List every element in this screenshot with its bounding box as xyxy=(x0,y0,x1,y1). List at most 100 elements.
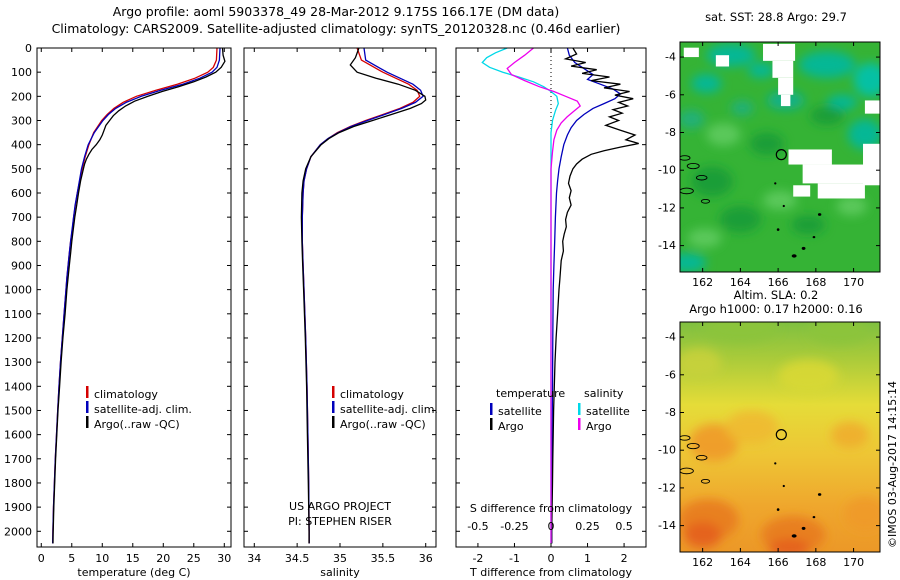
lat-tick-label: -14 xyxy=(658,519,676,532)
depth-tick-label: 800 xyxy=(11,235,32,248)
panel-annotation: PI: STEPHEN RISER xyxy=(288,515,392,528)
x-tick-label: 34 xyxy=(247,552,261,565)
legend-swatch xyxy=(332,416,335,428)
x-tick-label: 25 xyxy=(187,552,201,565)
map-color-blobs xyxy=(680,322,880,552)
legend-label: climatology xyxy=(94,388,158,401)
x-tick-label: 1 xyxy=(584,552,591,565)
legend-swatch xyxy=(332,386,335,398)
depth-tick-label: 1200 xyxy=(4,332,32,345)
salinity-profile-chart: 34 34.5 35 35.5 36 climatology satellite-adj. … xyxy=(243,47,438,579)
legend-swatch xyxy=(490,403,493,415)
depth-tick-label: 1700 xyxy=(4,453,32,466)
series-s-satellite xyxy=(481,48,559,544)
lat-tick-label: -10 xyxy=(658,444,676,457)
depth-tick-label: 200 xyxy=(11,90,32,103)
lon-tick-label: 164 xyxy=(730,276,751,289)
series-t-satellite xyxy=(551,48,622,544)
legend-swatch xyxy=(578,403,581,415)
depth-tick-label: 500 xyxy=(11,163,32,176)
depth-tick-label: 1400 xyxy=(4,380,32,393)
lon-tick-label: 168 xyxy=(805,276,826,289)
legend-group-header: temperature xyxy=(496,387,565,400)
s-diff-tick-label: -0.5 xyxy=(467,520,488,533)
depth-tick-label: 700 xyxy=(11,211,32,224)
legend-swatch xyxy=(86,416,89,428)
sla-map-title-line2: Argo h1000: 0.17 h2000: 0.16 xyxy=(689,302,863,316)
lon-tick-label: 162 xyxy=(692,276,713,289)
x-tick-label: -2 xyxy=(472,552,483,565)
series-argo xyxy=(300,48,427,544)
x-tick-label: 30 xyxy=(217,552,231,565)
x-axis-label: temperature (deg C) xyxy=(77,566,190,579)
depth-tick-label: 1500 xyxy=(4,404,32,417)
legend-label: Argo(..raw -QC) xyxy=(340,418,426,431)
float-position-marker xyxy=(775,429,787,441)
lon-tick-label: 162 xyxy=(692,556,713,569)
x-axis-label: T difference from climatology xyxy=(469,566,632,579)
x-tick-label: 36 xyxy=(419,552,433,565)
sst-map-axes xyxy=(679,41,881,273)
series-satellite-adjusted xyxy=(52,48,221,544)
panel-annotation: US ARGO PROJECT xyxy=(289,500,391,513)
x-tick-label: 15 xyxy=(126,552,140,565)
lat-tick-label: -12 xyxy=(658,481,676,494)
legend-swatch xyxy=(86,386,89,398)
x-tick-label: 0 xyxy=(38,552,45,565)
figure-title-line2: Climatology: CARS2009. Satellite-adjuste… xyxy=(51,21,621,36)
depth-tick-label: 0 xyxy=(25,42,32,55)
lon-tick-label: 166 xyxy=(768,556,789,569)
depth-tick-label: 1800 xyxy=(4,477,32,490)
lat-tick-label: -8 xyxy=(665,406,676,419)
series-climatology xyxy=(52,48,218,544)
x-tick-label: 5 xyxy=(68,552,75,565)
legend-label: Argo(..raw -QC) xyxy=(94,418,180,431)
cloud-mask-patches xyxy=(683,43,880,199)
legend-swatch xyxy=(332,401,335,413)
lat-tick-label: -12 xyxy=(658,201,676,214)
legend-swatch xyxy=(578,418,581,430)
legend-label: Argo xyxy=(498,420,524,433)
depth-tick-label: 1900 xyxy=(4,501,32,514)
s-diff-tick-label: -0.25 xyxy=(500,520,528,533)
sla-map-title-line1: Altim. SLA: 0.2 xyxy=(733,288,819,302)
legend-label: satellite xyxy=(586,405,630,418)
island-outlines xyxy=(680,155,822,258)
sla-map-axes xyxy=(679,321,881,553)
sst-map: 162 164 166 168 170 -4 -6 -8 -10 -12 -14 xyxy=(658,41,881,289)
lat-tick-label: -6 xyxy=(665,88,676,101)
x-tick-label: 2 xyxy=(621,552,628,565)
s-diff-tick-label: 0 xyxy=(548,520,555,533)
lat-tick-label: -4 xyxy=(665,51,676,64)
series-satellite-adjusted xyxy=(301,48,424,544)
difference-profile-chart: -2 -1 0 1 2 temperature satellite Argo salinity s… xyxy=(455,47,647,579)
lat-tick-label: -14 xyxy=(658,239,676,252)
imos-watermark: ©IMOS 03-Aug-2017 14:15:14 xyxy=(886,381,899,548)
legend-label: satellite xyxy=(498,405,542,418)
legend-label: satellite-adj. clim. xyxy=(94,403,192,416)
lon-tick-label: 170 xyxy=(843,276,864,289)
legend-group-header: salinity xyxy=(584,387,624,400)
legend-swatch xyxy=(86,401,89,413)
figure-title-line1: Argo profile: aoml 5903378_49 28-Mar-201… xyxy=(112,4,560,19)
lon-tick-label: 170 xyxy=(843,556,864,569)
depth-tick-label: 1600 xyxy=(4,429,32,442)
depth-tick-label: 300 xyxy=(11,114,32,127)
x-tick-label: 20 xyxy=(156,552,170,565)
depth-tick-label: 2000 xyxy=(4,525,32,538)
depth-tick-label: 600 xyxy=(11,187,32,200)
x-axis-label: salinity xyxy=(320,566,360,579)
sla-map: 162 164 166 168 170 -4 -6 -8 -10 -12 -14 xyxy=(658,321,881,569)
lon-tick-label: 164 xyxy=(730,556,751,569)
lon-tick-label: 168 xyxy=(805,556,826,569)
depth-tick-label: 1000 xyxy=(4,284,32,297)
lat-tick-label: -4 xyxy=(665,331,676,344)
x-tick-label: 35 xyxy=(333,552,347,565)
legend-label: climatology xyxy=(340,388,404,401)
x-tick-label: 0 xyxy=(548,552,555,565)
temperature-profile-chart: 0 5 10 15 20 25 300100200300400500600700800900… xyxy=(4,42,232,579)
series-argo xyxy=(52,48,226,544)
depth-tick-label: 1300 xyxy=(4,356,32,369)
sst-map-title: sat. SST: 28.8 Argo: 29.7 xyxy=(705,10,847,24)
